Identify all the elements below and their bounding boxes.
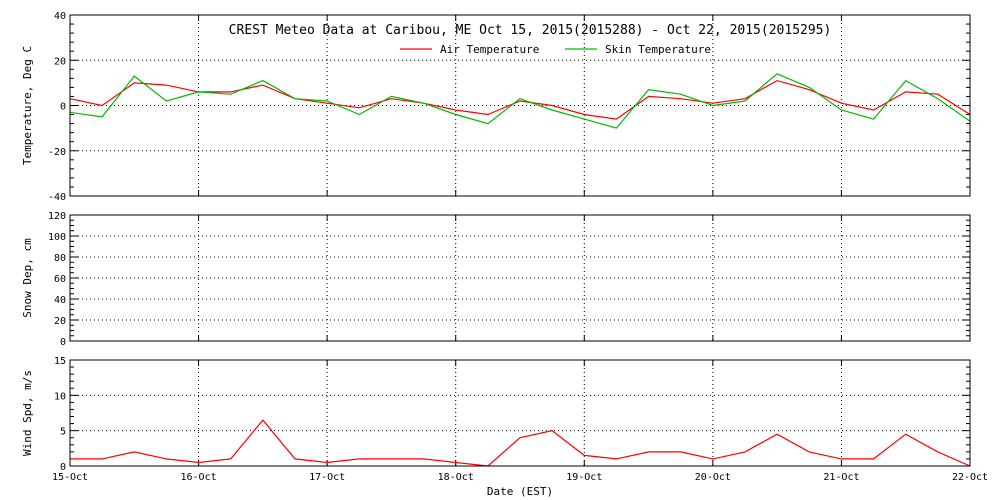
x-tick-label: 15-Oct xyxy=(52,472,88,483)
chart-title: CREST Meteo Data at Caribou, ME Oct 15, … xyxy=(229,23,832,38)
y-tick-label: 0 xyxy=(60,102,66,113)
x-tick-label: 21-Oct xyxy=(823,472,859,483)
y-tick-label: -40 xyxy=(48,192,66,203)
series-line-skin-temperature xyxy=(69,73,971,129)
y-tick-label: 5 xyxy=(60,427,66,438)
series-line-air-temperature xyxy=(69,79,971,120)
x-tick-label: 16-Oct xyxy=(181,472,217,483)
y-tick-label: 100 xyxy=(48,232,66,243)
y-tick-label: 40 xyxy=(54,295,66,306)
y-tick-label: 10 xyxy=(54,391,66,402)
x-tick-label: 22-Oct xyxy=(952,472,988,483)
y-tick-label: 60 xyxy=(54,274,66,285)
y-tick-label: 40 xyxy=(54,11,66,22)
y-tick-label: 80 xyxy=(54,253,66,264)
x-tick-label: 18-Oct xyxy=(438,472,474,483)
y-axis-title: Temperature, Deg C xyxy=(21,46,34,165)
plot-frame xyxy=(69,214,971,342)
y-axis-title: Snow Dep, cm xyxy=(21,238,34,318)
y-tick-label: 15 xyxy=(54,356,66,367)
x-tick-label: 19-Oct xyxy=(566,472,602,483)
legend-label: Air Temperature xyxy=(440,43,539,56)
y-tick-label: 0 xyxy=(60,337,66,348)
legend-label: Skin Temperature xyxy=(605,43,711,56)
panel-1: -40 -20 0 20 40 Temperature, Deg C CREST Meteo… xyxy=(21,11,971,203)
y-tick-label: -20 xyxy=(48,147,66,158)
x-axis-title: Date (EST) xyxy=(487,485,553,498)
y-tick-label: 20 xyxy=(54,56,66,67)
x-tick-label: 17-Oct xyxy=(309,472,345,483)
y-axis-title: Wind Spd, m/s xyxy=(21,370,34,456)
x-tick-label: 20-Oct xyxy=(695,472,731,483)
y-tick-label: 0 xyxy=(60,462,66,473)
panel-2: 0 20 40 60 80 100 120 Snow Dep, cm xyxy=(21,211,971,348)
panel-3: 0 5 10 15 Wind Spd, m/s 15-Oct 16-Oct 17-Oct 18-… xyxy=(21,356,988,498)
series-line-wind-speed xyxy=(70,419,971,467)
plot-frame xyxy=(69,359,971,467)
plot-frame xyxy=(69,14,971,197)
y-tick-label: 120 xyxy=(48,211,66,222)
y-tick-label: 20 xyxy=(54,316,66,327)
